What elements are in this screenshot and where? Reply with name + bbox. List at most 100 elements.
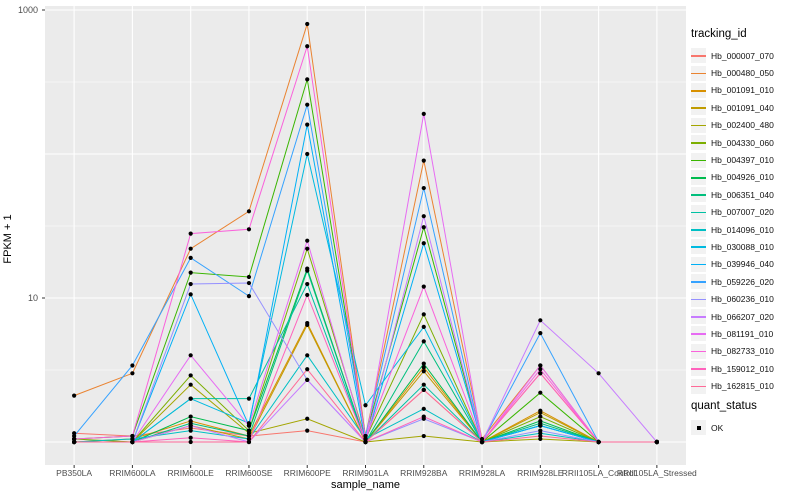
x-tick-label: PB350LA bbox=[56, 468, 93, 478]
data-point bbox=[538, 410, 543, 415]
data-point bbox=[305, 21, 310, 27]
data-point bbox=[538, 331, 543, 336]
data-point bbox=[363, 439, 368, 445]
data-point bbox=[246, 294, 252, 299]
data-point bbox=[538, 371, 543, 376]
data-point bbox=[246, 274, 252, 280]
legend-entry-label: Hb_060236_010 bbox=[711, 294, 774, 305]
legend-key-swatch bbox=[691, 326, 706, 342]
legend-key-swatch bbox=[691, 100, 706, 116]
data-point bbox=[305, 353, 310, 358]
data-point bbox=[421, 225, 426, 230]
data-point bbox=[188, 246, 193, 251]
legend-entry-label: Hb_006351_040 bbox=[711, 189, 774, 200]
data-point bbox=[421, 369, 426, 374]
legend-entry: Hb_000007_070 bbox=[691, 47, 799, 64]
legend-title-tracking-id: tracking_id bbox=[691, 28, 747, 40]
data-point bbox=[188, 255, 193, 260]
data-point bbox=[246, 227, 252, 232]
data-point bbox=[596, 439, 601, 445]
data-point bbox=[421, 406, 426, 411]
legend-key-swatch bbox=[691, 256, 706, 272]
y-axis-title: FPKM + 1 bbox=[2, 214, 14, 264]
data-point bbox=[538, 318, 543, 323]
x-axis-title: sample_name bbox=[330, 479, 401, 491]
series-line-icon bbox=[691, 246, 706, 249]
data-point bbox=[538, 433, 543, 439]
series-line-icon bbox=[691, 124, 706, 127]
data-point bbox=[188, 281, 193, 287]
data-point bbox=[421, 414, 426, 419]
legend-entry: Hb_059226_020 bbox=[691, 273, 799, 290]
series-line-icon bbox=[691, 316, 706, 318]
data-point bbox=[421, 214, 426, 219]
series-line-icon bbox=[691, 194, 706, 196]
legend-key-swatch bbox=[691, 135, 706, 151]
legend-entry: Hb_000480_050 bbox=[691, 64, 799, 81]
legend-entry-label: Hb_039946_040 bbox=[711, 259, 774, 270]
legend-entry: Hb_014096_010 bbox=[691, 221, 799, 238]
data-point bbox=[538, 436, 543, 442]
data-point bbox=[305, 428, 310, 433]
data-point bbox=[188, 396, 193, 401]
series-line-icon bbox=[691, 142, 706, 144]
legend-key-swatch bbox=[691, 152, 706, 168]
x-tick-label: RRIM928LE bbox=[517, 468, 564, 478]
data-point bbox=[246, 439, 252, 445]
data-point bbox=[188, 428, 193, 433]
legend-entry-label: Hb_159012_010 bbox=[711, 363, 774, 374]
data-point bbox=[188, 373, 193, 378]
data-point bbox=[421, 365, 426, 370]
series-line-icon bbox=[691, 107, 706, 109]
point-marker-icon bbox=[696, 425, 701, 430]
legend-key-swatch bbox=[691, 65, 706, 81]
legend-key-ok bbox=[691, 420, 706, 436]
data-point bbox=[538, 363, 543, 368]
series-line-icon bbox=[691, 298, 706, 301]
x-tick-label: RRIM928BA bbox=[400, 468, 448, 478]
data-point bbox=[130, 371, 135, 376]
legend-title-quant-status: quant_status bbox=[691, 400, 757, 412]
data-point bbox=[305, 367, 310, 372]
legend-quant-status: quant_status OK bbox=[691, 400, 799, 436]
data-point bbox=[305, 292, 310, 298]
data-point bbox=[188, 292, 193, 297]
data-point bbox=[538, 414, 543, 419]
series-line-icon bbox=[691, 176, 706, 179]
legend-entry-label: Hb_001091_040 bbox=[711, 102, 774, 113]
legend-key-swatch bbox=[691, 187, 706, 203]
series-line-icon bbox=[691, 72, 706, 75]
data-point bbox=[246, 396, 252, 401]
legend-key-swatch bbox=[691, 82, 706, 98]
legend-entry-label: Hb_004926_010 bbox=[711, 172, 774, 183]
data-point bbox=[188, 414, 193, 419]
y-tick-label: 1000 bbox=[17, 5, 38, 15]
legend-entry: Hb_007007_020 bbox=[691, 204, 799, 221]
data-point bbox=[130, 433, 135, 439]
data-point bbox=[421, 361, 426, 366]
data-point bbox=[305, 322, 310, 328]
legend-entry-label: Hb_162815_010 bbox=[711, 381, 774, 392]
series-line-icon bbox=[691, 89, 706, 92]
legend-entry-label: Hb_000007_070 bbox=[711, 50, 774, 61]
legend-entry-label: Hb_004397_010 bbox=[711, 155, 774, 166]
data-point bbox=[72, 439, 77, 445]
x-tick-label: RRIM600PE bbox=[283, 468, 331, 478]
legend-entry: Hb_081191_010 bbox=[691, 325, 799, 342]
legend-key-swatch bbox=[691, 378, 706, 394]
legend-key-swatch bbox=[691, 274, 706, 290]
legend-entry: Hb_082733_010 bbox=[691, 343, 799, 360]
legend-key-swatch bbox=[691, 291, 706, 307]
series-line-icon bbox=[691, 211, 706, 214]
data-point bbox=[305, 246, 310, 251]
data-point bbox=[363, 433, 368, 439]
legend-entry-label: Hb_030088_010 bbox=[711, 241, 774, 252]
data-point bbox=[246, 436, 252, 442]
x-tick-label: RRIM928LA bbox=[458, 468, 506, 478]
data-point bbox=[421, 241, 426, 246]
series-line-icon bbox=[691, 385, 706, 388]
data-point bbox=[654, 439, 659, 445]
legend-key-swatch bbox=[691, 361, 706, 377]
data-point bbox=[421, 324, 426, 329]
